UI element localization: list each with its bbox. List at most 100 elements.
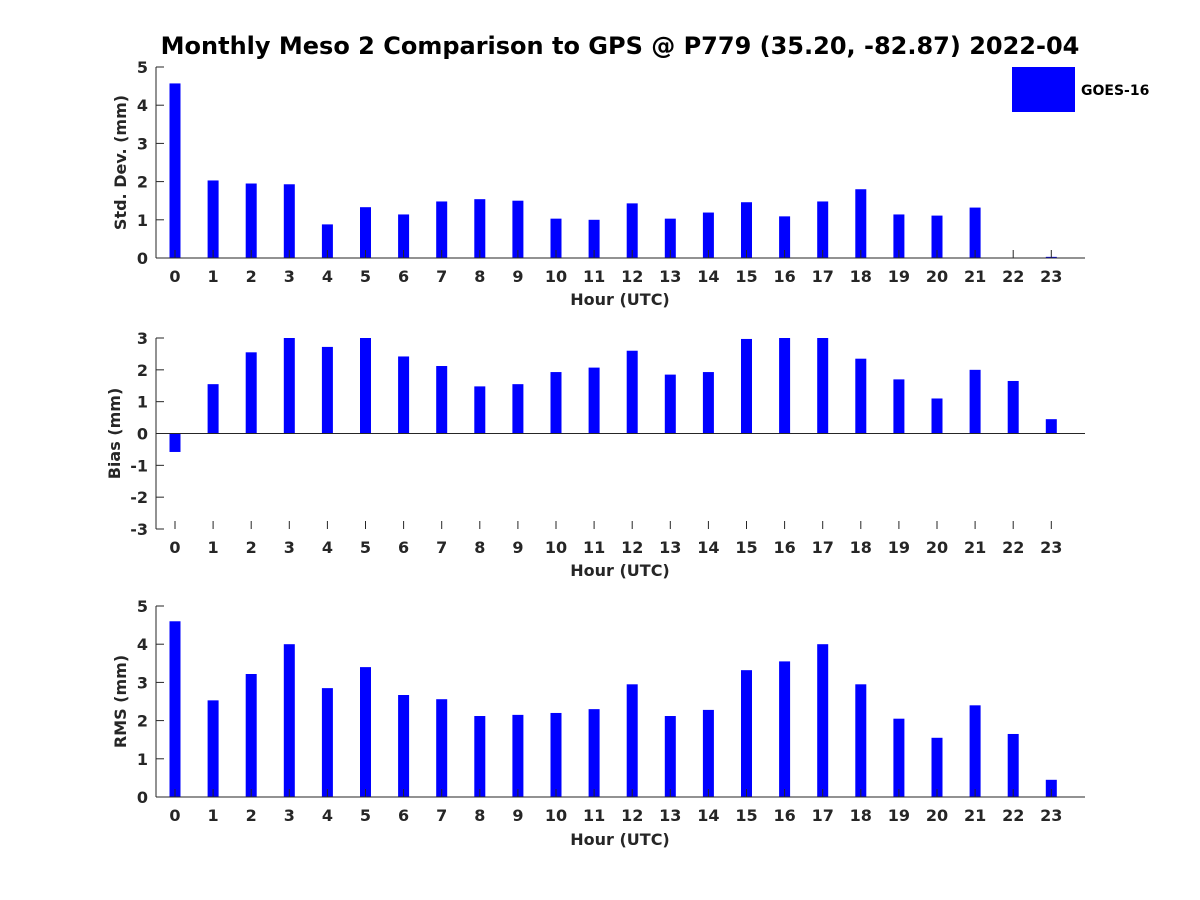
std-dev-x-tick-label: 19 — [888, 267, 910, 286]
std-dev-x-tick-label: 7 — [436, 267, 447, 286]
bias-x-tick-label: 21 — [964, 538, 986, 557]
rms-x-tick-label: 1 — [208, 806, 219, 825]
bias-y-tick-label: -1 — [130, 456, 148, 475]
std-dev-y-tick-label: 5 — [137, 58, 148, 77]
bias-bar — [817, 338, 829, 434]
bias-y-tick-label: -3 — [130, 520, 148, 539]
rms-bar — [512, 714, 524, 797]
std-dev-bar — [893, 214, 905, 258]
bias-bar — [398, 356, 410, 434]
bias-bar — [702, 372, 714, 434]
bias-bar — [779, 338, 791, 434]
bias-y-tick-label: 2 — [137, 361, 148, 380]
bias-x-tick-label: 10 — [545, 538, 567, 557]
std-dev-x-tick-label: 3 — [284, 267, 295, 286]
std-dev-bar — [436, 201, 448, 258]
std-dev-bar — [283, 184, 295, 258]
bias-bar — [474, 386, 486, 434]
bias-x-tick-label: 7 — [436, 538, 447, 557]
rms-bar — [893, 718, 905, 797]
std-dev-bar — [512, 200, 524, 258]
rms-x-tick-label: 9 — [512, 806, 523, 825]
std-dev-x-tick-label: 14 — [697, 267, 719, 286]
rms-bar — [779, 661, 791, 797]
std-dev-x-tick-label: 20 — [926, 267, 948, 286]
bias-bar — [1007, 380, 1019, 434]
rms-x-tick-label: 22 — [1002, 806, 1024, 825]
std-dev-bar — [474, 199, 486, 258]
rms-x-tick-label: 11 — [583, 806, 605, 825]
std-dev-y-tick-label: 2 — [137, 173, 148, 192]
std-dev-bar — [855, 189, 867, 258]
bias-bar — [931, 398, 943, 434]
bias-x-tick-label: 0 — [169, 538, 180, 557]
chart-title: Monthly Meso 2 Comparison to GPS @ P779 … — [161, 32, 1080, 60]
rms-bar — [436, 699, 448, 797]
std-dev-bar — [741, 202, 752, 258]
bias-bar — [1045, 419, 1057, 434]
std-dev-x-tick-label: 1 — [208, 267, 219, 286]
rms-x-tick-label: 23 — [1040, 806, 1062, 825]
bias-x-tick-label: 20 — [926, 538, 948, 557]
rms-x-tick-label: 19 — [888, 806, 910, 825]
bias-bar — [893, 379, 905, 434]
std-dev-bar — [702, 212, 714, 258]
bias-x-tick-label: 4 — [322, 538, 333, 557]
std-dev-x-tick-label: 13 — [659, 267, 681, 286]
std-dev-bar — [321, 224, 333, 258]
rms-bar — [702, 709, 714, 797]
rms-xlabel: Hour (UTC) — [570, 830, 670, 849]
bias-bar — [245, 352, 257, 434]
bias-x-tick-label: 22 — [1002, 538, 1024, 557]
bias-x-tick-label: 14 — [697, 538, 719, 557]
std-dev-x-tick-label: 8 — [474, 267, 485, 286]
bias-bar — [207, 384, 219, 434]
rms-bar — [474, 716, 486, 797]
std-dev-x-tick-label: 17 — [812, 267, 834, 286]
std-dev-bar — [398, 214, 410, 258]
std-dev-x-tick-label: 6 — [398, 267, 409, 286]
rms-bar — [741, 670, 752, 797]
bias-xlabel: Hour (UTC) — [570, 561, 670, 580]
std-dev-x-tick-label: 10 — [545, 267, 567, 286]
bias-bar — [436, 366, 448, 434]
bias-x-tick-label: 19 — [888, 538, 910, 557]
rms-x-tick-label: 14 — [697, 806, 719, 825]
rms-bar — [855, 684, 867, 797]
std-dev-bar — [550, 218, 562, 258]
rms-x-tick-label: 6 — [398, 806, 409, 825]
rms-bar — [321, 688, 333, 797]
std-dev-x-tick-label: 2 — [246, 267, 257, 286]
bias-y-tick-label: 0 — [137, 425, 148, 444]
bias-x-tick-label: 11 — [583, 538, 605, 557]
bias-x-tick-label: 1 — [208, 538, 219, 557]
rms-x-tick-label: 3 — [284, 806, 295, 825]
rms-bar — [588, 709, 600, 797]
bias-x-tick-label: 23 — [1040, 538, 1062, 557]
rms-y-tick-label: 4 — [137, 635, 148, 654]
std-dev-bar — [779, 216, 791, 258]
rms-bar — [169, 621, 181, 797]
std-dev-x-tick-label: 12 — [621, 267, 643, 286]
std-dev-y-tick-label: 0 — [137, 249, 148, 268]
std-dev-x-tick-label: 0 — [169, 267, 180, 286]
rms-bar — [817, 644, 829, 797]
rms-x-tick-label: 17 — [812, 806, 834, 825]
bias-bar — [550, 372, 562, 434]
bias-bar — [283, 338, 295, 434]
bias-bar — [741, 338, 752, 434]
bias-x-tick-label: 3 — [284, 538, 295, 557]
std-dev-bar — [664, 218, 676, 258]
rms-x-tick-label: 16 — [773, 806, 795, 825]
rms-bar — [207, 700, 219, 797]
rms-bar — [931, 737, 943, 797]
std-dev-bar — [817, 201, 829, 258]
rms-bar — [283, 644, 295, 797]
bias-bar — [512, 384, 524, 434]
rms-x-tick-label: 13 — [659, 806, 681, 825]
rms-bar — [245, 673, 257, 797]
bias-bar — [360, 338, 371, 434]
